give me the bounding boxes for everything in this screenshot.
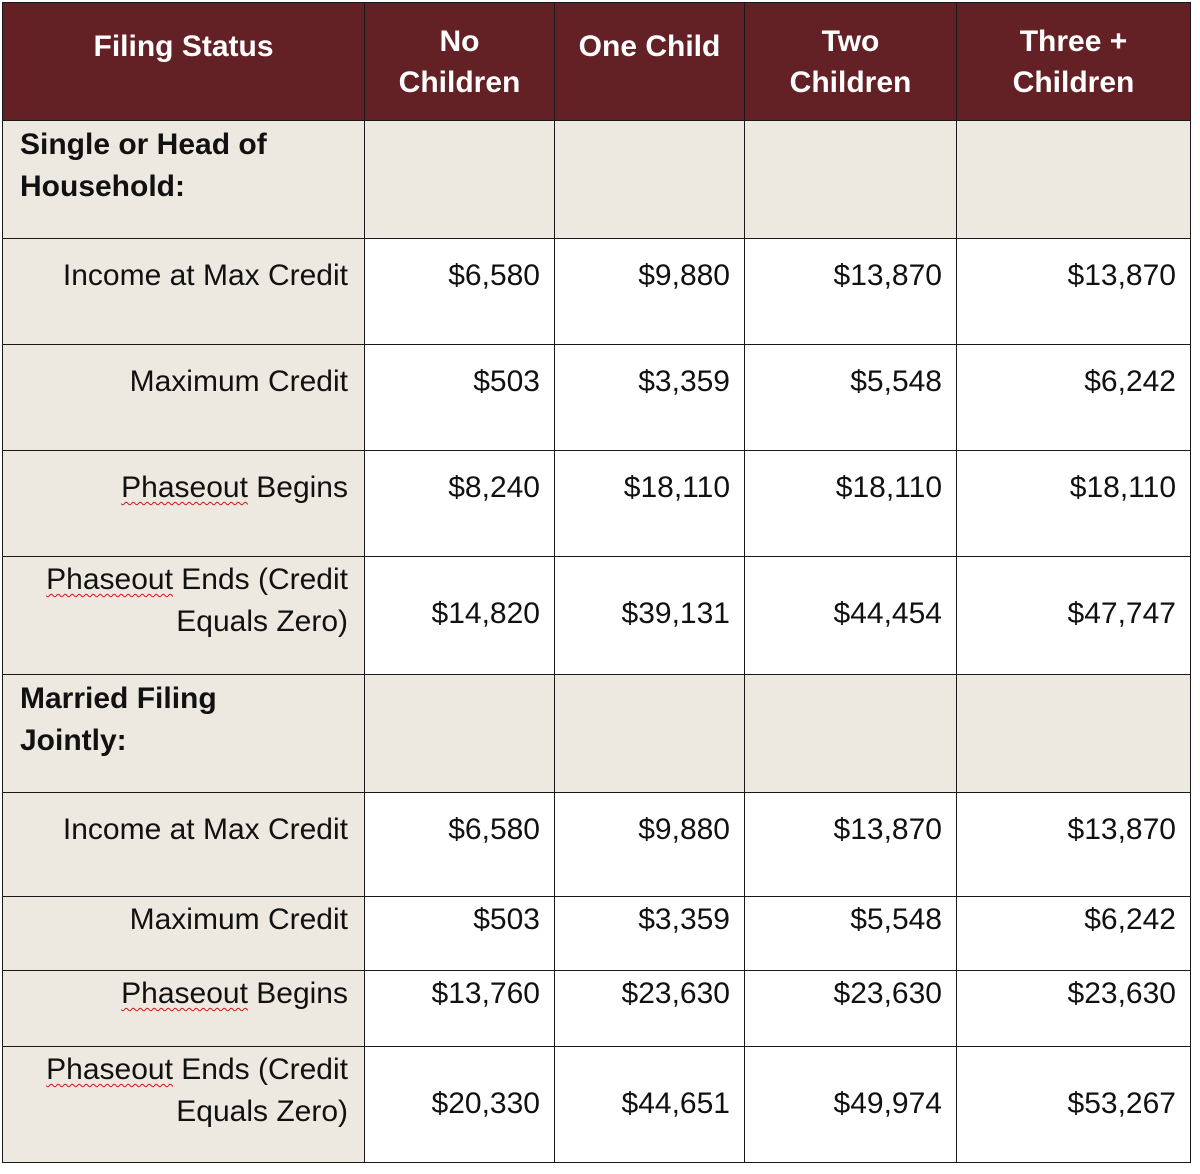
value-cell-one-child: $44,651 <box>554 1046 745 1163</box>
spellcheck-word: Phaseout <box>46 1053 173 1086</box>
value-cell-three-plus-children: $53,267 <box>956 1046 1191 1163</box>
value-cell-one-child: $18,110 <box>554 450 745 557</box>
row-label: Maximum Credit <box>2 896 365 971</box>
value-cell-two-children: $23,630 <box>744 970 957 1047</box>
group-label-married: Married Filing Jointly: <box>2 674 365 793</box>
header-no-children: No Children <box>364 2 555 121</box>
value-cell-one-child: $3,359 <box>554 896 745 971</box>
row-label: Phaseout Ends (Credit Equals Zero) <box>2 556 365 675</box>
table-row-married-phaseout-ends: Phaseout Ends (Credit Equals Zero) $20,3… <box>2 1046 1191 1163</box>
value-cell-three-plus-children: $47,747 <box>956 556 1191 675</box>
value-cell-no-children: $20,330 <box>364 1046 555 1163</box>
spellcheck-word: Phaseout <box>121 471 248 504</box>
value-cell-three-plus-children: $13,870 <box>956 238 1191 345</box>
row-label-rest: Ends (Credit Equals Zero) <box>176 1053 348 1128</box>
table-row-married-maximum-credit: Maximum Credit $503 $3,359 $5,548 $6,242 <box>2 896 1191 971</box>
group-empty-cell <box>554 674 745 793</box>
header-three-plus-children: Three + Children <box>956 2 1191 121</box>
group-empty-cell <box>956 674 1191 793</box>
row-label-rest: Begins <box>247 471 348 504</box>
value-cell-no-children: $13,760 <box>364 970 555 1047</box>
group-empty-cell <box>554 120 745 239</box>
table-row-single-income-at-max-credit: Income at Max Credit $6,580 $9,880 $13,8… <box>2 238 1191 345</box>
value-cell-one-child: $39,131 <box>554 556 745 675</box>
row-label: Maximum Credit <box>2 344 365 451</box>
value-cell-three-plus-children: $18,110 <box>956 450 1191 557</box>
table-row-single-phaseout-ends: Phaseout Ends (Credit Equals Zero) $14,8… <box>2 556 1191 675</box>
value-cell-three-plus-children: $6,242 <box>956 344 1191 451</box>
value-cell-two-children: $5,548 <box>744 344 957 451</box>
table-body: Single or Head of Household: Income at M… <box>2 120 1191 1163</box>
table-row-married-income-at-max-credit: Income at Max Credit $6,580 $9,880 $13,8… <box>2 792 1191 897</box>
table-row-married-phaseout-begins: Phaseout Begins $13,760 $23,630 $23,630 … <box>2 970 1191 1047</box>
table-header: Filing Status No Children One Child Two … <box>2 2 1191 121</box>
value-cell-no-children: $503 <box>364 344 555 451</box>
value-cell-one-child: $23,630 <box>554 970 745 1047</box>
group-row-married: Married Filing Jointly: <box>2 674 1191 793</box>
value-cell-three-plus-children: $13,870 <box>956 792 1191 897</box>
group-empty-cell <box>364 674 555 793</box>
value-cell-two-children: $5,548 <box>744 896 957 971</box>
spellcheck-word: Phaseout <box>121 977 248 1010</box>
header-filing-status: Filing Status <box>2 2 365 121</box>
row-label: Phaseout Ends (Credit Equals Zero) <box>2 1046 365 1163</box>
value-cell-three-plus-children: $23,630 <box>956 970 1191 1047</box>
group-label-single: Single or Head of Household: <box>2 120 365 239</box>
value-cell-one-child: $9,880 <box>554 238 745 345</box>
eitc-table-frame: Filing Status No Children One Child Two … <box>2 2 1191 1163</box>
spellcheck-word: Phaseout <box>46 563 173 596</box>
value-cell-one-child: $3,359 <box>554 344 745 451</box>
value-cell-two-children: $18,110 <box>744 450 957 557</box>
value-cell-two-children: $49,974 <box>744 1046 957 1163</box>
value-cell-two-children: $13,870 <box>744 238 957 345</box>
row-label-rest: Ends (Credit Equals Zero) <box>176 563 348 638</box>
eitc-parameters-table: Filing Status No Children One Child Two … <box>2 2 1191 1163</box>
value-cell-two-children: $44,454 <box>744 556 957 675</box>
value-cell-no-children: $6,580 <box>364 792 555 897</box>
header-two-children: Two Children <box>744 2 957 121</box>
table-row-single-maximum-credit: Maximum Credit $503 $3,359 $5,548 $6,242 <box>2 344 1191 451</box>
value-cell-no-children: $8,240 <box>364 450 555 557</box>
header-row: Filing Status No Children One Child Two … <box>2 2 1191 121</box>
value-cell-two-children: $13,870 <box>744 792 957 897</box>
value-cell-one-child: $9,880 <box>554 792 745 897</box>
group-empty-cell <box>364 120 555 239</box>
value-cell-no-children: $6,580 <box>364 238 555 345</box>
row-label: Phaseout Begins <box>2 970 365 1047</box>
row-label: Income at Max Credit <box>2 792 365 897</box>
group-empty-cell <box>956 120 1191 239</box>
row-label: Phaseout Begins <box>2 450 365 557</box>
value-cell-no-children: $503 <box>364 896 555 971</box>
group-row-single: Single or Head of Household: <box>2 120 1191 239</box>
header-one-child: One Child <box>554 2 745 121</box>
value-cell-three-plus-children: $6,242 <box>956 896 1191 971</box>
row-label: Income at Max Credit <box>2 238 365 345</box>
value-cell-no-children: $14,820 <box>364 556 555 675</box>
table-row-single-phaseout-begins: Phaseout Begins $8,240 $18,110 $18,110 $… <box>2 450 1191 557</box>
row-label-rest: Begins <box>247 977 348 1010</box>
group-empty-cell <box>744 120 957 239</box>
group-empty-cell <box>744 674 957 793</box>
